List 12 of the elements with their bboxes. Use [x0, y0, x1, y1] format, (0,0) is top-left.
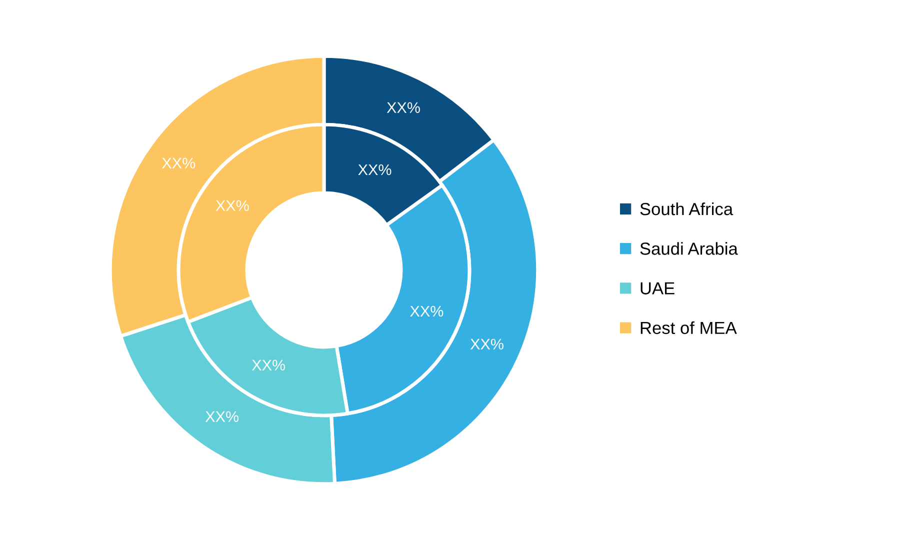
data-label: XX%	[216, 200, 249, 211]
data-label: XX%	[386, 102, 420, 113]
data-label: XX%	[205, 411, 239, 422]
legend-label: Rest of MEA	[640, 321, 737, 334]
data-label: XX%	[358, 164, 392, 176]
legend-label: South Africa	[640, 202, 734, 216]
legend-label: Saudi Arabia	[640, 242, 738, 255]
data-label: XX%	[410, 306, 444, 317]
legend-label: UAE	[640, 282, 674, 294]
data-label: XX%	[162, 158, 196, 168]
data-label: XX%	[470, 338, 504, 350]
data-label: XX%	[252, 360, 286, 370]
